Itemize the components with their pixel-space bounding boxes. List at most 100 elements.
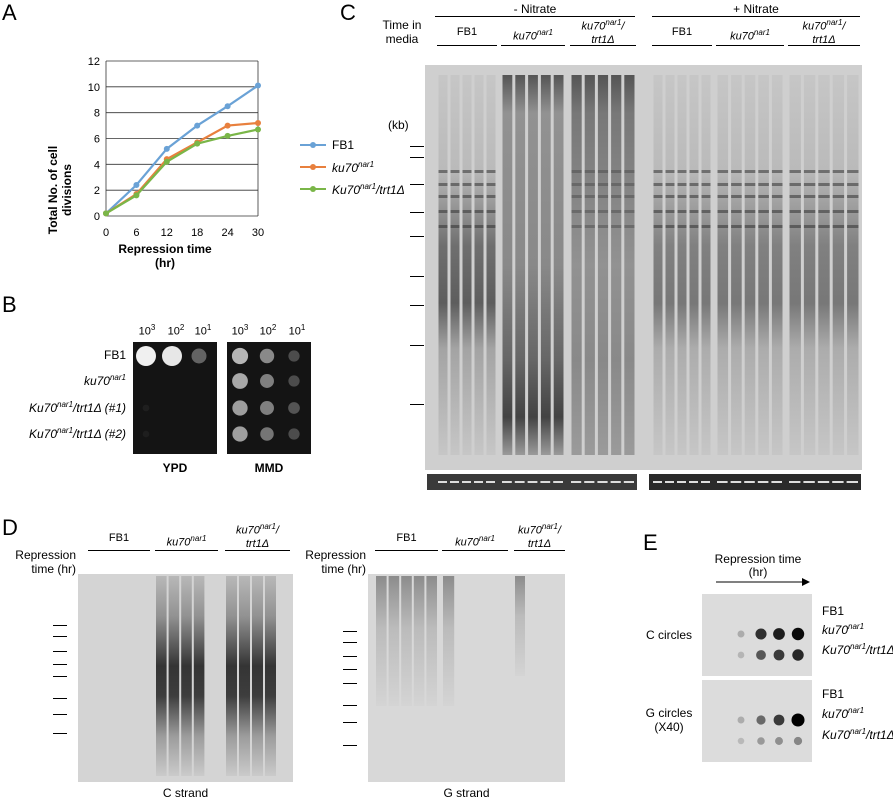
loading-band	[689, 481, 698, 483]
gel-band	[665, 183, 675, 186]
c-strain-header: ku70nar1/trt1Δ	[570, 16, 636, 47]
gel-band	[758, 170, 769, 173]
loading-band	[502, 481, 512, 483]
d-marker-tick	[53, 636, 67, 637]
dilution-exponent: 3	[150, 323, 156, 332]
strain-superscript: nar1	[753, 28, 770, 37]
d-strain-header: ku70nar1	[442, 532, 508, 550]
gel-band	[597, 170, 609, 173]
gel-band	[624, 183, 635, 186]
x-tick-label: 6	[133, 227, 139, 239]
gel-band	[847, 183, 859, 186]
dilution-exponent: 3	[243, 323, 249, 332]
d-marker-tick	[343, 745, 357, 746]
strain-name: FB1	[822, 687, 845, 701]
gel-band	[717, 183, 729, 186]
x-tick-label: 0	[103, 227, 109, 239]
strain-superscript: nar1	[478, 534, 495, 543]
loading-band	[597, 481, 608, 483]
g-strand-blot	[368, 574, 565, 782]
gel-lane	[677, 75, 687, 455]
loading-band	[717, 481, 728, 483]
spot	[288, 428, 300, 440]
loading-band	[584, 481, 595, 483]
circle-dot	[792, 649, 804, 661]
gel-band	[665, 225, 675, 228]
c-marker-tick	[410, 404, 424, 405]
gel-band	[624, 195, 635, 198]
dilution-base: 10	[138, 325, 151, 338]
gel-band	[717, 225, 729, 228]
dilution-base: 10	[194, 325, 207, 338]
circle-dot	[773, 649, 785, 661]
data-point	[103, 210, 109, 217]
mmd-label: MMD	[254, 461, 284, 475]
loading-band	[450, 481, 459, 483]
loading-band	[817, 481, 830, 483]
gel-band	[803, 210, 816, 213]
ypd-label: YPD	[162, 461, 188, 475]
gel-band	[611, 210, 622, 213]
gel-lane	[717, 75, 729, 455]
dilution-base: 10	[288, 325, 301, 338]
d-strain-line2: trt1Δ	[245, 537, 270, 550]
gel-band	[771, 183, 783, 186]
gel-lane	[665, 75, 675, 455]
circle-dot	[737, 737, 745, 745]
gel-band	[832, 183, 845, 186]
gel-lane	[689, 75, 699, 455]
loading-band	[514, 481, 525, 483]
gel-lane	[413, 576, 425, 706]
strain-superscript: nar1	[850, 642, 867, 651]
gel-band	[624, 170, 635, 173]
strain-suffix: /	[275, 524, 279, 537]
gel-band	[832, 170, 845, 173]
gel-band	[462, 170, 472, 173]
gel-lane	[771, 75, 783, 455]
spot	[232, 373, 248, 389]
gel-lane	[597, 75, 609, 455]
minus-nitrate-line	[435, 16, 635, 17]
c-strain-header: FB1	[437, 26, 497, 39]
loading-band	[527, 481, 538, 483]
gel-band	[818, 170, 830, 173]
strain-name: ku70	[822, 623, 849, 637]
d-marker-tick	[343, 722, 357, 723]
x-tick-label: 18	[191, 227, 203, 239]
strain-suffix: /	[557, 524, 561, 537]
data-point	[224, 132, 231, 139]
gel-band	[758, 225, 769, 228]
gel-lane	[252, 576, 263, 776]
strain-name: ku70	[455, 536, 479, 549]
gel-band	[653, 183, 663, 186]
gel-lane	[553, 75, 564, 455]
spot	[232, 426, 248, 442]
c-strain-line2: trt1Δ	[591, 33, 615, 46]
c-marker-tick	[410, 157, 424, 158]
gel-lane	[818, 75, 830, 455]
dilution-exponent: 1	[206, 323, 212, 332]
d-marker-tick	[53, 698, 67, 699]
e-title-line1: Repression time	[714, 552, 802, 566]
data-point	[255, 126, 261, 133]
gel-band	[677, 195, 687, 198]
strain-superscript: nar1	[848, 622, 865, 631]
spot-assay	[136, 346, 300, 442]
c-strain-underline	[652, 45, 712, 46]
d-strain-line1: ku70nar1/	[514, 520, 565, 538]
y-tick-label: 0	[94, 211, 100, 223]
gel-band	[438, 225, 448, 228]
x-tick-label: 24	[221, 227, 233, 239]
strain-name: ku70	[83, 374, 110, 388]
y-tick-label: 6	[94, 134, 100, 146]
gel-lane	[540, 75, 551, 455]
gel-band	[744, 225, 756, 228]
e-strain-label: ku70nar1	[822, 622, 864, 637]
gel-band	[486, 225, 496, 228]
legend-item: FB1	[300, 134, 405, 156]
gel-band	[438, 210, 448, 213]
gel-band	[474, 195, 484, 198]
c-strain-header: FB1	[652, 26, 712, 39]
d-strain-underline	[88, 550, 150, 551]
